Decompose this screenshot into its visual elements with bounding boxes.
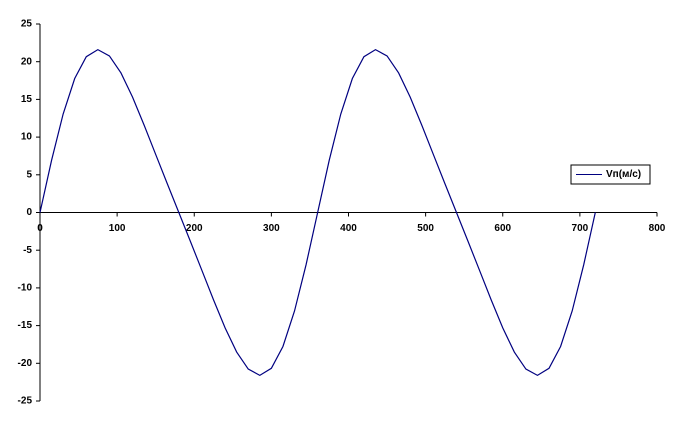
x-tick-label: 500 <box>417 223 434 234</box>
legend-box <box>570 164 651 185</box>
y-tick-label: 5 <box>26 169 32 180</box>
y-tick-label: 10 <box>21 132 33 143</box>
x-tick-label: 300 <box>263 223 280 234</box>
y-tick-label: 0 <box>26 207 32 218</box>
y-tick-label: -15 <box>18 320 33 331</box>
x-tick-label: 600 <box>494 223 511 234</box>
y-tick-label: -25 <box>18 396 33 407</box>
y-tick-label: -10 <box>18 283 33 294</box>
y-tick-label: -20 <box>18 358 33 369</box>
y-tick-label: 20 <box>21 56 33 67</box>
x-tick-label: 400 <box>340 223 357 234</box>
y-tick-label: 15 <box>21 94 33 105</box>
data-line <box>39 48 596 377</box>
y-tick-label: -5 <box>23 245 32 256</box>
y-tick-label: 25 <box>21 19 33 30</box>
x-tick-label: 700 <box>572 223 589 234</box>
x-tick-label: 100 <box>109 223 126 234</box>
legend-label: Vп(м/с) <box>606 169 641 180</box>
x-tick-label: 200 <box>186 223 203 234</box>
x-tick-label: 0 <box>37 223 43 234</box>
x-tick-label: 800 <box>649 223 666 234</box>
